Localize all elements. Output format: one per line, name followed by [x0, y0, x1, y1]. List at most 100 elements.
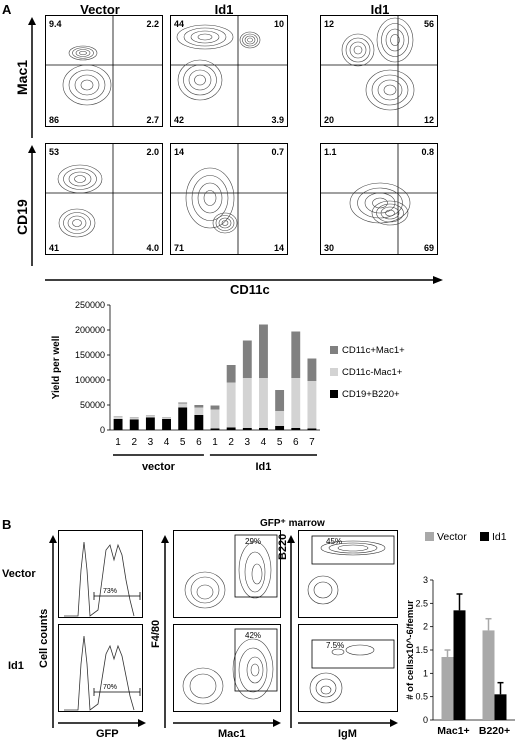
row-label-cd19: CD19 [14, 199, 30, 235]
bar-segment [210, 409, 220, 429]
quad-bottom-left: 42 [174, 115, 184, 125]
bar-segment [129, 418, 139, 420]
contour-ring [372, 197, 388, 209]
contour-ring [215, 215, 235, 231]
quad-bottom-left: 71 [174, 243, 184, 253]
contour-ring [364, 192, 396, 214]
bar-segment [275, 426, 285, 430]
quad-top-right: 10 [274, 19, 284, 29]
y-tick-label: 200000 [75, 325, 105, 335]
contour-ring [365, 69, 415, 111]
quad-bottom-left: 86 [49, 115, 59, 125]
bar-segment [210, 428, 220, 430]
col-title-id1-b: Id1 [370, 2, 390, 17]
contour-ring [183, 27, 227, 47]
x-category-label: B220+ [479, 725, 510, 737]
contour-ring [68, 69, 106, 101]
group-label: vector [142, 461, 176, 473]
bar-segment [113, 416, 123, 417]
y-tick-label: 2.5 [415, 598, 428, 608]
yield-stacked-bar-chart: Yield per well05000010000015000020000025… [51, 300, 405, 473]
contour-ring [377, 79, 403, 101]
bar-segment [226, 382, 236, 428]
bar [482, 630, 495, 720]
b220-axis-arrow [287, 535, 295, 728]
contour-ring [57, 164, 103, 194]
bar [494, 694, 507, 720]
row-label-vector: Vector [2, 568, 36, 580]
contour-ring [74, 175, 86, 183]
quad-top-right: 2.2 [146, 19, 159, 29]
bar-segment [178, 402, 188, 404]
b220-pct-vector: 45% [326, 537, 342, 546]
gfp-histogram-vector: 73% [58, 530, 143, 618]
legend-label: Vector [437, 531, 467, 543]
f480-axis-arrow [161, 535, 169, 728]
flow-plot-r2-c2: 14 0.7 71 14 [170, 143, 288, 255]
contour-ring [72, 219, 82, 227]
bar-segment [307, 428, 317, 430]
bar-segment [291, 378, 301, 428]
y-tick-label: 2 [423, 622, 428, 632]
f480-label: F4/80 [150, 619, 162, 648]
contour-ring [183, 64, 217, 96]
x-tick-label: 5 [180, 437, 186, 448]
f480-pct-vector: 29% [245, 537, 261, 546]
y-tick-label: 1.5 [415, 645, 428, 655]
quad-top-left: 1.1 [324, 147, 337, 157]
bar-segment [210, 405, 220, 410]
contour-ring [176, 24, 234, 50]
y-tick-label: 0 [100, 425, 105, 435]
contour-ring [188, 69, 212, 91]
legend-label: CD19+B220+ [342, 389, 400, 400]
contour-ring [353, 45, 363, 55]
legend-swatch [330, 346, 338, 354]
plot-frame [45, 15, 163, 127]
bar-segment [194, 415, 204, 430]
contour-ring [203, 190, 217, 206]
panel-a-label: A [2, 2, 12, 17]
quad-bottom-left: 20 [324, 115, 334, 125]
x-tick-label: 2 [228, 437, 234, 448]
y-tick-label: 0.5 [415, 692, 428, 702]
y-tick-label: 50000 [80, 400, 105, 410]
bar-segment [226, 365, 236, 383]
x-tick-label: 6 [196, 437, 202, 448]
bar-segment [113, 417, 123, 419]
contour-group [185, 167, 238, 234]
bar-segment [307, 381, 317, 429]
y-tick-label: 150000 [75, 350, 105, 360]
col-title-id1-a: Id1 [214, 2, 234, 17]
bar-segment [178, 403, 188, 408]
plot-frame [320, 15, 438, 127]
col-title-vector: Vector [80, 2, 120, 17]
bar-segment [242, 340, 252, 378]
row-label-mac1: Mac1 [14, 59, 30, 95]
flow-plot-r2-c3: 1.1 0.8 30 69 [320, 143, 438, 255]
x-tick-label: 6 [293, 437, 299, 448]
contour-ring [74, 74, 100, 96]
quad-bottom-right: 12 [424, 115, 434, 125]
x-tick-label: 2 [131, 437, 137, 448]
flow-plot-r1-c2: 44 10 42 3.9 [170, 15, 288, 127]
contour-ring [371, 200, 409, 226]
contour-ring [63, 212, 91, 234]
bar-segment [129, 417, 139, 418]
cells-per-femur-bar-chart: # of cellsx10^-6/femur 0 0.5 1 1.5 2 2.5 3 Mac1+… [405, 531, 515, 737]
gfp-label: GFP [96, 728, 119, 740]
mac1-axis-arrow [28, 17, 36, 138]
quad-bottom-right: 14 [274, 243, 284, 253]
quad-bottom-right: 69 [424, 243, 434, 253]
contour-group [57, 164, 103, 238]
mac1-x-axis-arrow [173, 719, 281, 727]
flow-plot-r1-c3: 12 56 20 12 [320, 15, 438, 127]
quad-top-right: 56 [424, 19, 434, 29]
contour-ring [247, 37, 253, 43]
contour-ring [221, 220, 229, 226]
plot-frame [320, 143, 438, 255]
igm-axis-arrow [298, 719, 398, 727]
b220-igm-plot-vector: 45% [298, 530, 398, 618]
quad-top-left: 9.4 [49, 19, 62, 29]
contour-ring [72, 47, 94, 59]
contour-ring [197, 182, 223, 214]
